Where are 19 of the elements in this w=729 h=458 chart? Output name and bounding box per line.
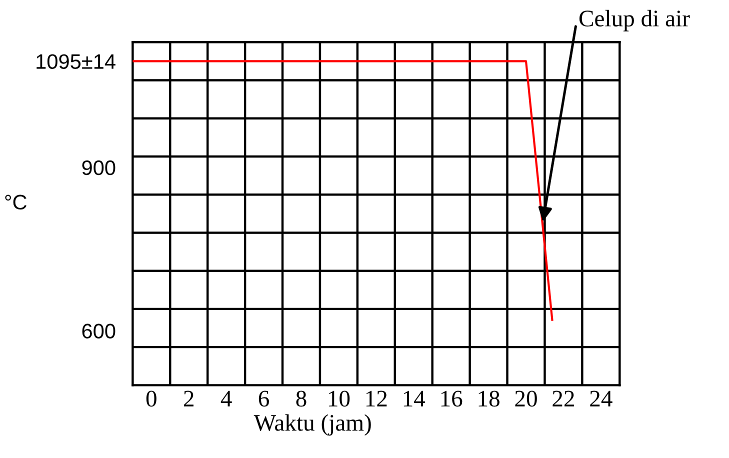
x-tick-label: 16 bbox=[441, 390, 462, 407]
y-tick-label: 900 bbox=[82, 160, 116, 176]
x-tick-label: 22 bbox=[552, 390, 574, 406]
y-axis-title: °C bbox=[5, 194, 27, 210]
x-tick-label: 0 bbox=[146, 390, 156, 407]
x-tick-label: 24 bbox=[590, 390, 612, 406]
x-tick-label: 12 bbox=[366, 390, 387, 406]
y-tick-label: 1095±14 bbox=[36, 54, 116, 69]
annotation: Celup di air bbox=[579, 10, 690, 32]
x-tick-label: 6 bbox=[258, 390, 269, 407]
x-tick-label: 18 bbox=[478, 390, 500, 407]
x-tick-label: 20 bbox=[515, 390, 537, 407]
x-tick-label: 2 bbox=[184, 390, 194, 406]
x-tick-label: 10 bbox=[328, 390, 350, 407]
y-tick-label: 600 bbox=[82, 324, 116, 338]
x-tick-label: 4 bbox=[220, 390, 232, 406]
x-tick-label: 14 bbox=[404, 390, 426, 406]
x-axis-title: Waktu (jam) bbox=[254, 414, 371, 436]
x-tick-label: 8 bbox=[296, 390, 306, 407]
